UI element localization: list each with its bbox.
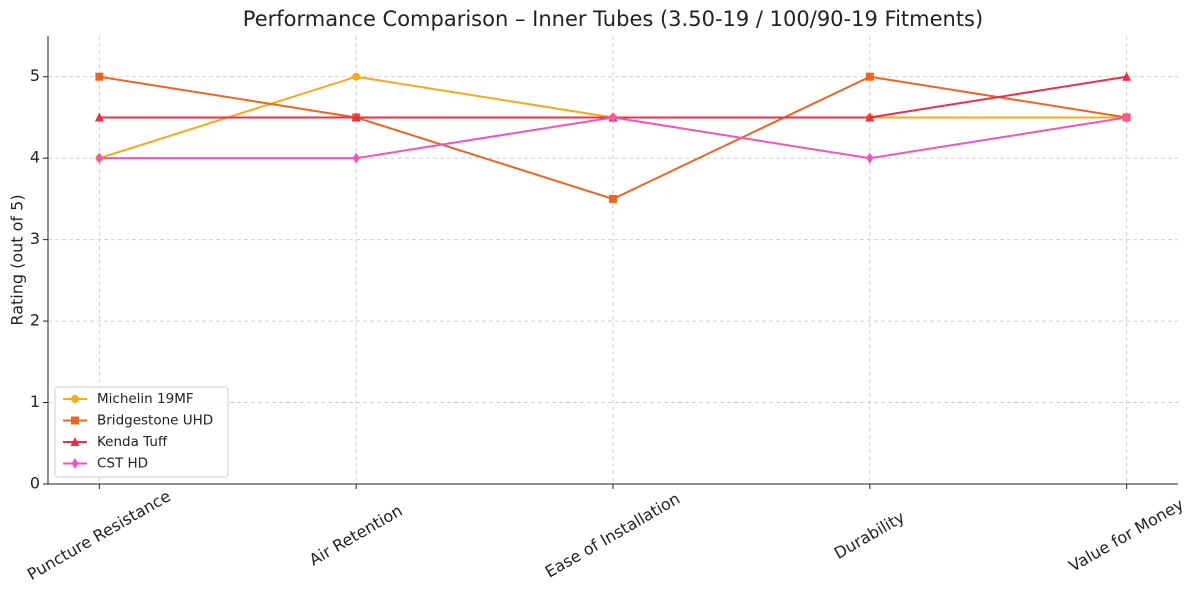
marker — [351, 112, 361, 122]
marker — [71, 416, 79, 425]
marker — [352, 152, 360, 164]
x-tick-label: Puncture Resistance — [24, 486, 174, 584]
legend-label: Kenda Tuff — [97, 434, 168, 450]
x-tick-label: Air Retention — [306, 501, 406, 570]
marker — [352, 72, 361, 81]
marker — [609, 194, 617, 203]
y-tick-label: 0 — [30, 474, 40, 493]
x-tick-label: Value for Money — [1065, 495, 1186, 576]
legend: Michelin 19MF Bridgestone UHD Kenda Tuff CS… — [54, 386, 229, 478]
legend-label: Bridgestone UHD — [97, 413, 213, 429]
marker — [71, 458, 79, 469]
marker — [865, 72, 874, 81]
x-tick-label: Durability — [831, 507, 908, 562]
y-tick-label: 2 — [30, 311, 40, 330]
series-line — [99, 75, 1127, 119]
x-tick-label: Ease of Installation — [542, 489, 683, 582]
legend-label: CST HD — [97, 456, 148, 472]
marker — [1122, 71, 1132, 81]
y-axis-label: Rating (out of 5) — [8, 194, 27, 325]
y-tick-label: 4 — [30, 148, 40, 167]
legend-label: Michelin 19MF — [97, 391, 194, 407]
chart-title: Performance Comparison – Inner Tubes (3.… — [243, 7, 983, 31]
marker — [866, 152, 874, 164]
marker — [95, 152, 103, 164]
marker — [95, 72, 104, 81]
marker — [609, 111, 617, 123]
y-tick-label: 3 — [30, 229, 40, 248]
legend-box — [54, 386, 229, 478]
y-tick-label: 5 — [30, 66, 40, 85]
y-tick-label: 1 — [30, 392, 40, 411]
marker — [1123, 111, 1131, 123]
marker — [94, 112, 104, 122]
marker — [865, 112, 875, 122]
marker — [70, 437, 80, 446]
marker — [71, 395, 79, 403]
